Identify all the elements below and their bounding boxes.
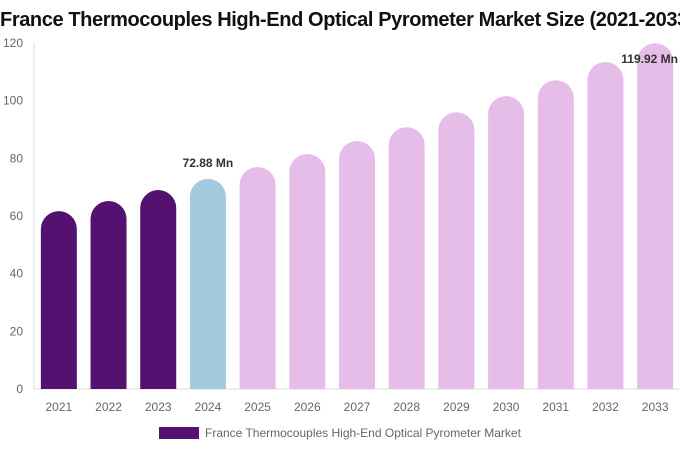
bar-2031 <box>537 80 574 389</box>
chart-title: France Thermocouples High-End Optical Py… <box>0 9 680 31</box>
bar-2027 <box>339 141 375 389</box>
bar-2032 <box>587 62 624 390</box>
x-tick-label: 2030 <box>493 400 520 414</box>
y-tick-label: 120 <box>3 36 23 50</box>
x-tick-label: 2022 <box>95 400 122 414</box>
bar-2022 <box>90 201 127 389</box>
bar-2023 <box>140 190 177 389</box>
legend[interactable]: France Thermocouples High-End Optical Py… <box>159 426 521 440</box>
bar-2024 <box>189 178 226 389</box>
x-tick-label: 2027 <box>344 400 371 414</box>
x-tick-label: 2025 <box>244 400 271 414</box>
y-tick-label: 40 <box>10 267 24 281</box>
bar-2021 <box>40 211 77 389</box>
y-tick-label: 0 <box>16 382 23 396</box>
y-tick-label: 20 <box>10 324 24 338</box>
x-tick-label: 2021 <box>45 400 72 414</box>
y-tick-label: 100 <box>3 94 23 108</box>
x-tick-label: 2023 <box>145 400 172 414</box>
x-tick-label: 2026 <box>294 400 321 414</box>
x-tick-label: 2032 <box>592 400 619 414</box>
y-tick-label: 80 <box>10 151 24 165</box>
bar-2030 <box>488 96 525 390</box>
x-tick-label: 2024 <box>195 400 222 414</box>
bar-2029 <box>438 112 475 389</box>
bar-2025 <box>239 166 276 389</box>
legend-label: France Thermocouples High-End Optical Py… <box>205 426 521 440</box>
legend-swatch <box>159 427 199 439</box>
bar-2028 <box>388 127 425 390</box>
x-tick-label: 2028 <box>393 400 420 414</box>
bar-2026 <box>289 154 326 389</box>
data-label: 72.88 Mn <box>183 156 234 170</box>
bar-2033 <box>637 43 674 390</box>
x-tick-label: 2033 <box>642 400 669 414</box>
y-tick-label: 60 <box>10 209 24 223</box>
x-tick-label: 2031 <box>542 400 569 414</box>
data-label: 119.92 Mn <box>621 52 678 66</box>
x-tick-label: 2029 <box>443 400 470 414</box>
